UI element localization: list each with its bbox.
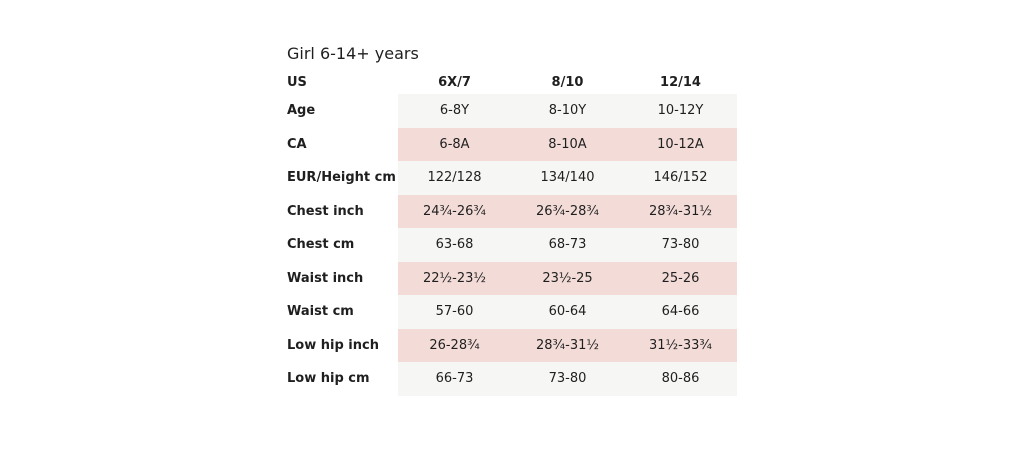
table-row-low-hip-inch: Low hip inch 26-28¾ 28¾-31½ 31½-33¾ [287, 328, 739, 362]
header-row: US 6X/7 8/10 12/14 [287, 70, 739, 94]
row-cells: 66-73 73-80 80-86 [398, 362, 737, 396]
table-cell: 26¾-28¾ [536, 203, 599, 219]
table-row-low-hip-cm: Low hip cm 66-73 73-80 80-86 [287, 362, 739, 396]
row-label: EUR/Height cm [287, 170, 396, 186]
table-cell: 146/152 [653, 170, 708, 186]
table-cell: 23½-25 [542, 270, 593, 286]
table-cell: 28¾-31½ [536, 337, 599, 353]
row-cells: 57-60 60-64 64-66 [398, 295, 737, 329]
table-row-ca: CA 6-8A 8-10A 10-12A [287, 127, 739, 161]
row-label: Waist inch [287, 270, 364, 286]
table-cell: 6-8Y [439, 103, 470, 119]
table-cell: 73-80 [661, 237, 700, 253]
column-header: 12/14 [660, 74, 701, 90]
table-cell: 60-64 [548, 304, 587, 320]
table-cell: 6-8A [439, 136, 470, 152]
table-cell: 66-73 [435, 371, 474, 387]
table-cell: 10-12A [657, 136, 704, 152]
table-cell: 68-73 [548, 237, 587, 253]
row-label: Waist cm [287, 304, 354, 320]
row-cells: 26-28¾ 28¾-31½ 31½-33¾ [398, 328, 737, 362]
row-label: Age [287, 103, 316, 119]
table-row-chest-cm: Chest cm 63-68 68-73 73-80 [287, 228, 739, 262]
table-row-eur-height: EUR/Height cm 122/128 134/140 146/152 [287, 161, 739, 195]
row-cells: 63-68 68-73 73-80 [398, 228, 737, 262]
row-label: Chest inch [287, 203, 364, 219]
row-label: CA [287, 136, 307, 152]
header-cells: 6X/7 8/10 12/14 [398, 70, 737, 94]
column-header: 8/10 [551, 74, 584, 90]
table-cell: 22½-23½ [423, 270, 486, 286]
table-row-waist-cm: Waist cm 57-60 60-64 64-66 [287, 295, 739, 329]
table-cell: 64-66 [661, 304, 700, 320]
table-cell: 8-10A [548, 136, 587, 152]
table-cell: 134/140 [540, 170, 595, 186]
chart-title: Girl 6-14+ years [287, 44, 419, 63]
table-cell: 24¾-26¾ [423, 203, 486, 219]
table-row-waist-inch: Waist inch 22½-23½ 23½-25 25-26 [287, 261, 739, 295]
row-cells: 24¾-26¾ 26¾-28¾ 28¾-31½ [398, 194, 737, 228]
table-cell: 73-80 [548, 371, 587, 387]
header-label: US [287, 74, 307, 90]
row-cells: 6-8A 8-10A 10-12A [398, 127, 737, 161]
table-cell: 80-86 [661, 371, 700, 387]
table-cell: 28¾-31½ [649, 203, 712, 219]
table-cell: 8-10Y [548, 103, 587, 119]
table-cell: 63-68 [435, 237, 474, 253]
table-cell: 25-26 [661, 270, 700, 286]
row-cells: 6-8Y 8-10Y 10-12Y [398, 94, 737, 128]
size-chart: Girl 6-14+ years US 6X/7 8/10 12/14 Age … [287, 38, 739, 396]
row-cells: 22½-23½ 23½-25 25-26 [398, 261, 737, 295]
table-row-age: Age 6-8Y 8-10Y 10-12Y [287, 94, 739, 128]
table-cell: 26-28¾ [429, 337, 480, 353]
table-cell: 122/128 [427, 170, 482, 186]
table-row-chest-inch: Chest inch 24¾-26¾ 26¾-28¾ 28¾-31½ [287, 194, 739, 228]
row-label: Low hip inch [287, 337, 379, 353]
row-label: Low hip cm [287, 371, 370, 387]
table-cell: 10-12Y [657, 103, 704, 119]
row-label: Chest cm [287, 237, 355, 253]
table-cell: 31½-33¾ [649, 337, 712, 353]
table-cell: 57-60 [435, 304, 474, 320]
row-cells: 122/128 134/140 146/152 [398, 161, 737, 195]
column-header: 6X/7 [438, 74, 471, 90]
